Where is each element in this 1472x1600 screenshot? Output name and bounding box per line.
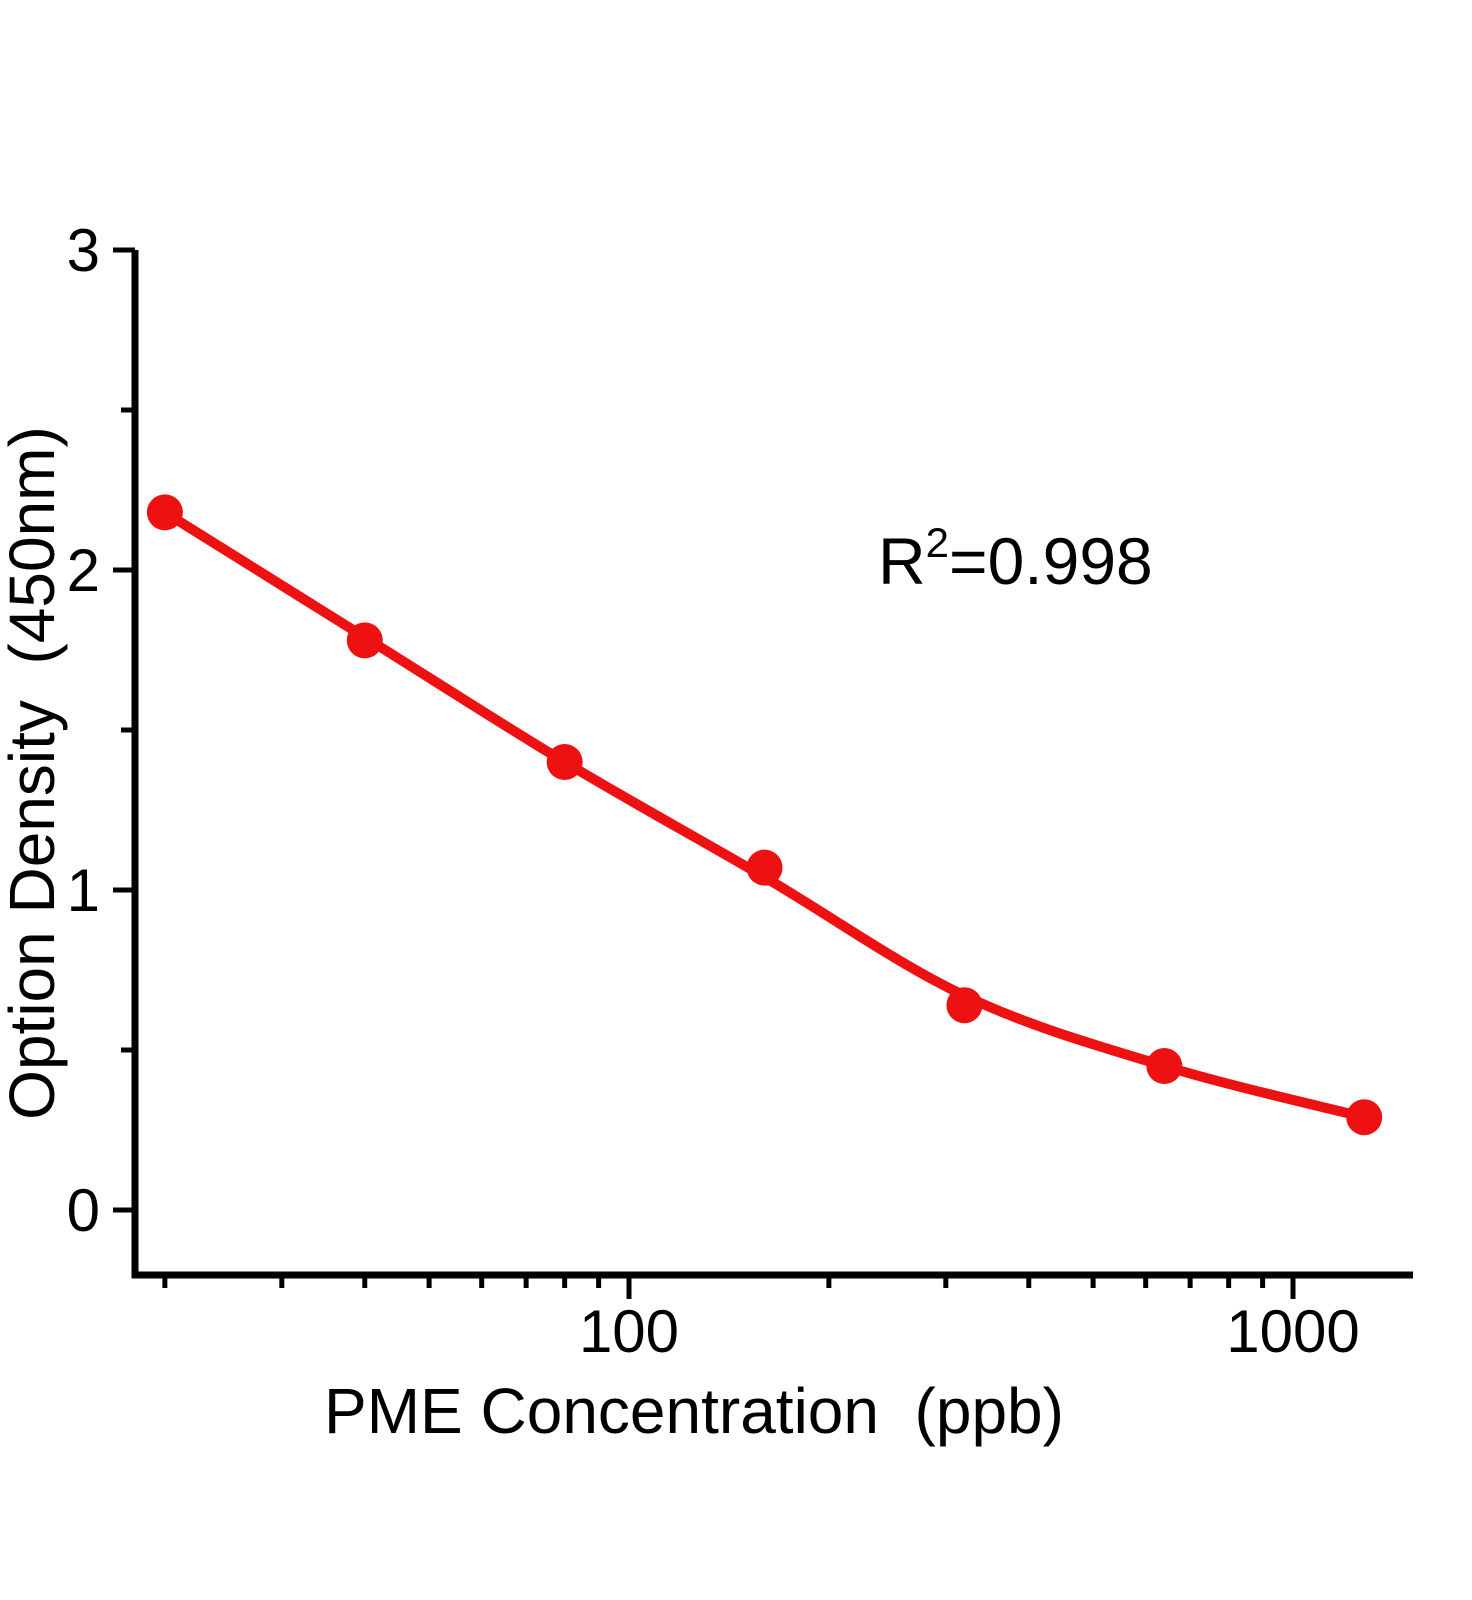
- y-axis-title: Option Density (450nm): [0, 426, 68, 1120]
- r-squared-annotation: R2=0.998: [878, 522, 1153, 595]
- data-point-80ppb: [546, 744, 583, 780]
- data-point-1280ppb: [1346, 1099, 1383, 1136]
- y-tick-label: 1: [67, 857, 100, 924]
- y-tick-label: 3: [67, 217, 100, 284]
- data-point-640ppb: [1146, 1048, 1183, 1084]
- data-point-20ppb: [146, 494, 183, 531]
- x-tick-label: 1000: [1226, 1298, 1359, 1365]
- r-squared-value: =0.998: [949, 524, 1153, 598]
- x-axis-title: PME Concentration (ppb): [324, 1375, 1064, 1447]
- x-tick-label: 100: [579, 1298, 679, 1365]
- axis-spines: [131, 250, 1413, 1279]
- data-point-160ppb: [746, 849, 783, 886]
- y-tick-label: 0: [67, 1177, 100, 1244]
- data-point-320ppb: [946, 987, 983, 1024]
- r-squared-exponent: 2: [925, 519, 950, 566]
- r-squared-base: R: [878, 524, 926, 598]
- fit-curve-line: [159, 507, 1370, 1123]
- data-point-40ppb: [346, 622, 383, 659]
- y-tick-label: 2: [67, 537, 100, 604]
